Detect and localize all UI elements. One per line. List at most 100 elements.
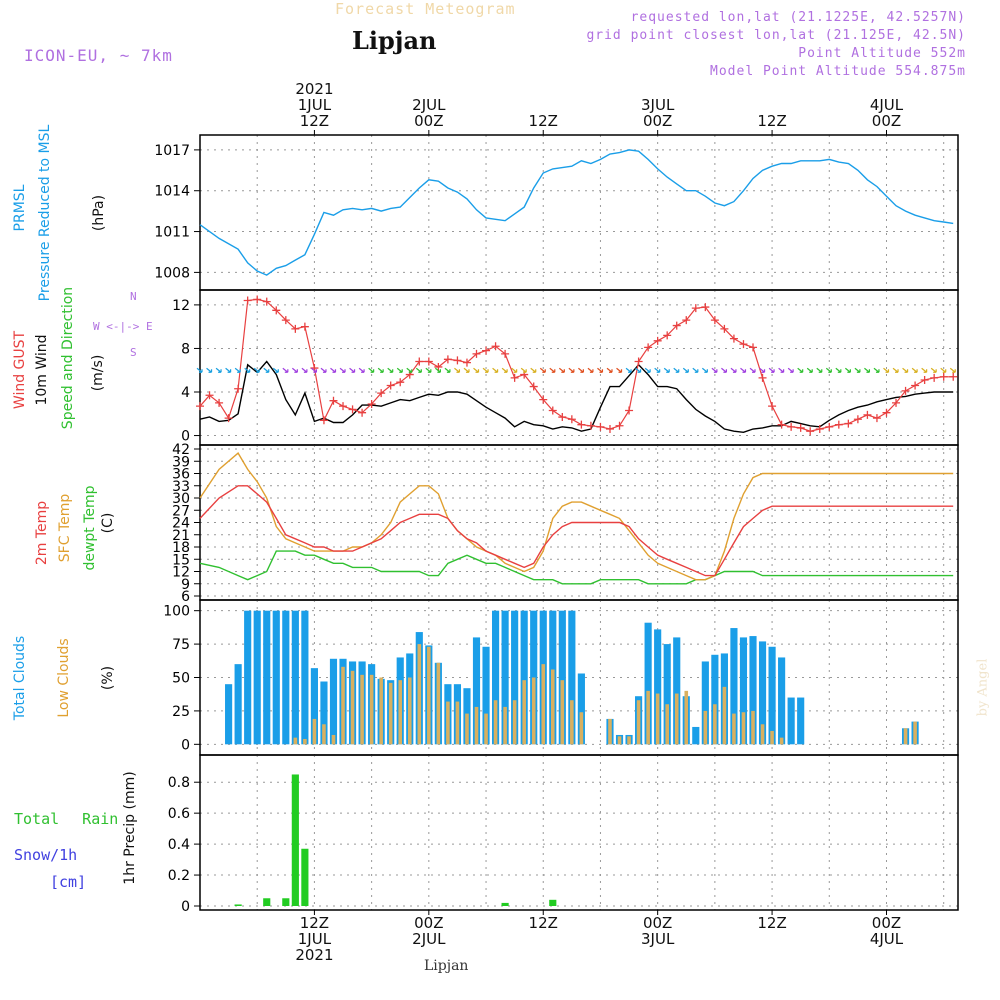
temperature-ytick-label: 18: [172, 540, 190, 556]
total-cloud-bar: [778, 657, 786, 745]
precip-frame: [199, 754, 959, 911]
low-cloud-bar: [341, 666, 345, 745]
low-cloud-bar: [665, 704, 669, 745]
low-cloud-bar: [617, 736, 622, 745]
wind-direction-arrow: [930, 367, 937, 373]
wind-direction-arrow: [406, 367, 413, 373]
low-cloud-bar: [608, 718, 612, 745]
wind-direction-arrow: [387, 367, 394, 373]
rain-bar: [263, 898, 271, 906]
requested-coords: requested lon,lat (21.1225E, 42.5257N): [630, 10, 966, 25]
wind-10m-line: [199, 360, 954, 434]
temp-2m-line: [199, 485, 954, 577]
gust-marker: [348, 405, 357, 414]
total-cloud-bar: [739, 637, 748, 745]
gust-marker: [577, 420, 586, 429]
wind-direction-arrow: [654, 367, 661, 373]
wind-direction-arrow: [711, 367, 718, 373]
low-cloud-bar: [531, 677, 536, 745]
wind-direction-arrow: [759, 367, 766, 373]
low-cloud-bar: [293, 737, 298, 745]
total-cloud-bar: [749, 636, 757, 745]
wind-direction-arrow: [501, 367, 508, 373]
wind-direction-arrow: [377, 367, 384, 373]
compass-south: S: [130, 346, 137, 359]
wind-direction-arrow: [244, 367, 251, 373]
wind-direction-arrow: [196, 367, 203, 373]
temperature-ytick-label: 27: [172, 503, 190, 519]
x-tick-label-top: 00Z: [414, 112, 443, 130]
wind-direction-arrow: [921, 367, 928, 373]
gust-marker: [377, 389, 386, 398]
gust-marker: [262, 297, 271, 306]
wind-direction-arrow: [549, 367, 556, 373]
wind-direction-arrow: [234, 367, 241, 373]
total-cloud-bar: [501, 610, 509, 745]
low-cloud-bar: [522, 680, 526, 745]
precip-ytick-label: 0.2: [168, 868, 190, 884]
gust-marker: [625, 406, 634, 415]
rain-bar: [282, 898, 290, 906]
gust-marker: [501, 349, 510, 358]
gust-marker: [853, 415, 862, 424]
x-tick-label-top: 00Z: [872, 112, 901, 130]
low-cloud-bar: [503, 706, 507, 745]
low-cloud-bar: [703, 710, 708, 745]
gust-marker: [567, 415, 576, 424]
x-tick-label-top: 1JUL: [298, 96, 332, 114]
gust-marker: [386, 381, 395, 390]
wind-direction-arrow: [892, 367, 899, 373]
low-cloud-bar: [655, 693, 660, 745]
x-tick-label-top: 12Z: [529, 112, 558, 130]
gust-marker: [939, 372, 948, 381]
wind-direction-arrow: [883, 367, 890, 373]
gust-marker: [615, 421, 624, 430]
wind-direction-arrow: [558, 367, 565, 373]
x-tick-label-bottom: 12Z: [529, 914, 558, 932]
low-cloud-bar: [636, 700, 641, 745]
temperature-ytick-label: 36: [172, 467, 190, 483]
gust-marker: [319, 416, 328, 425]
wind-ytick-label: 0: [181, 429, 190, 445]
wind-direction-arrow: [778, 367, 785, 373]
gust-marker: [825, 422, 834, 431]
wind-direction-arrow: [825, 367, 832, 373]
low-cloud-bar: [713, 704, 717, 745]
pressure-ytick-label: 1017: [154, 143, 190, 159]
wind-direction-arrow: [835, 367, 842, 373]
gust-marker: [758, 373, 767, 382]
total-cloud-bar: [520, 610, 528, 745]
gust-marker: [663, 331, 672, 340]
wind-direction-arrow: [616, 367, 623, 373]
gust-marker: [205, 391, 214, 400]
gust-marker: [682, 316, 691, 325]
wind-direction-arrow: [873, 367, 880, 373]
gust-marker: [415, 357, 424, 366]
gust-marker: [787, 422, 796, 431]
wind-direction-arrow: [291, 367, 298, 373]
gust-marker: [586, 421, 595, 430]
temperature-ytick-label: 15: [172, 552, 190, 568]
total-cloud-bar: [234, 664, 242, 745]
gust-marker: [863, 410, 872, 419]
gust-marker: [901, 386, 910, 395]
low-cloud-bar: [360, 674, 364, 745]
x-tick-label-bottom: 3JUL: [641, 930, 675, 948]
clouds-ytick-label: 100: [163, 604, 190, 620]
total-cloud-bar: [310, 668, 318, 745]
wind-direction-arrow: [844, 367, 851, 373]
model-name: ICON-EU, ~ 7km: [24, 46, 173, 65]
wind-direction-arrow: [749, 367, 756, 373]
total-cloud-bar: [701, 661, 709, 745]
wind-direction-arrow: [396, 367, 403, 373]
total-cloud-bar: [272, 610, 280, 745]
low-cloud-bar: [913, 721, 917, 745]
wind-direction-arrow: [797, 367, 804, 373]
wind-direction-arrow: [625, 367, 632, 373]
gust-marker: [491, 342, 500, 351]
low-cloud-bar: [579, 712, 584, 745]
total-cloud-bar: [663, 644, 671, 745]
gust-marker: [300, 322, 309, 331]
wind-direction-arrow: [282, 367, 289, 373]
temperature-ytick-label: 6: [181, 589, 190, 605]
